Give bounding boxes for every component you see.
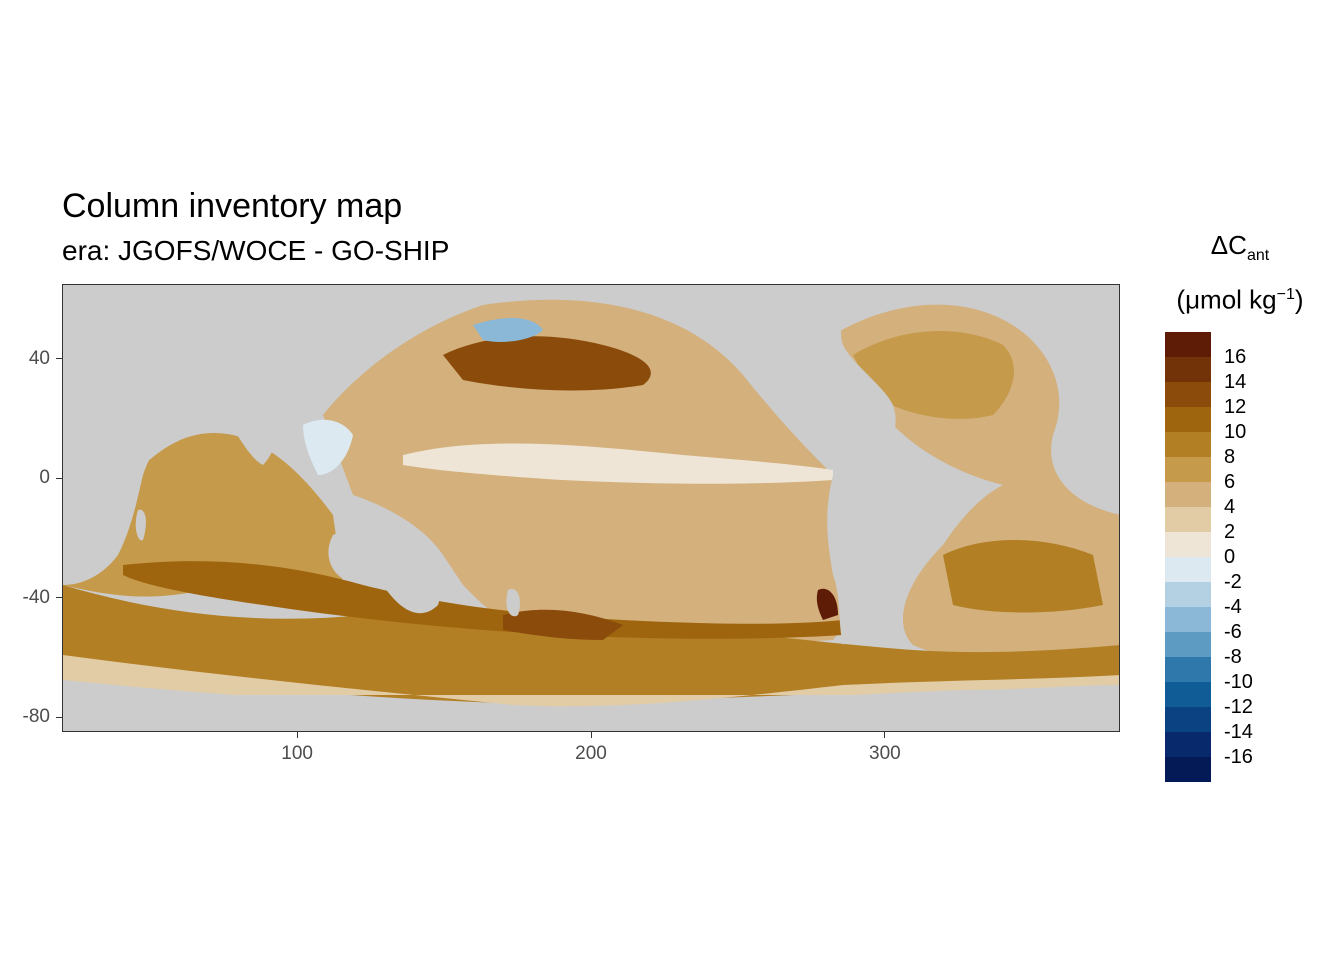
legend-swatch (1165, 507, 1211, 532)
legend-unit-sup: −1 (1276, 286, 1295, 303)
chart-title: Column inventory map (62, 187, 403, 225)
legend-label: -14 (1224, 721, 1253, 743)
x-tick-label: 200 (575, 743, 607, 764)
legend-title: ΔCant (1150, 230, 1330, 271)
y-tick (56, 358, 62, 360)
legend-swatch (1165, 482, 1211, 507)
legend-swatch (1165, 332, 1211, 357)
map-panel (62, 284, 1120, 732)
ocean-sw-pacific-dark (503, 609, 623, 640)
land-layer (63, 285, 1119, 731)
chart-subtitle: era: JGOFS/WOCE - GO-SHIP (62, 235, 450, 266)
y-tick-label: 0 (39, 467, 50, 489)
land-antarctica (63, 680, 1119, 731)
land-south-america (827, 466, 948, 645)
land-europe (1003, 285, 1119, 505)
legend-label: 12 (1224, 396, 1247, 418)
land-asia (173, 285, 493, 465)
legend-swatch (1165, 732, 1211, 757)
legend-title-sub: ant (1246, 247, 1270, 265)
map-svg (63, 285, 1119, 731)
legend-label: -12 (1224, 696, 1253, 718)
legend-unit-prefix: (μmol kg (1176, 284, 1277, 315)
ocean-west-pacific-pale (303, 419, 353, 475)
ocean-southern (63, 585, 1119, 705)
ocean-south-atlantic-dark (943, 540, 1103, 613)
y-tick-label: -40 (22, 586, 50, 608)
x-tick (296, 732, 298, 738)
legend-swatch (1165, 607, 1211, 632)
ocean-indian (63, 433, 343, 597)
land-madagascar (135, 509, 146, 541)
legend-unit-suffix: ) (1294, 284, 1304, 315)
ocean-antarctic-margin (63, 655, 1119, 707)
legend-label: 0 (1224, 546, 1236, 568)
land-africa (63, 305, 173, 585)
legend-swatch (1165, 382, 1211, 407)
ocean-southern-core (123, 561, 843, 639)
y-tick (56, 716, 62, 718)
legend-label: 16 (1224, 346, 1247, 368)
legend-title-main: ΔC (1210, 230, 1247, 260)
legend-label: 14 (1224, 371, 1247, 393)
legend-label: -2 (1224, 571, 1242, 593)
legend-swatch (1165, 557, 1211, 582)
legend-swatch (1165, 357, 1211, 382)
land-north-america (623, 285, 913, 465)
legend-colorbar (1165, 332, 1211, 782)
legend-swatch (1165, 757, 1211, 782)
x-tick (884, 732, 886, 738)
legend-swatch (1165, 432, 1211, 457)
legend-swatch (1165, 707, 1211, 732)
ocean-equatorial-band (403, 443, 833, 484)
legend-label: 2 (1224, 521, 1236, 543)
legend-swatch (1165, 657, 1211, 682)
y-tick-label: 40 (28, 347, 50, 369)
legend-swatch (1165, 682, 1211, 707)
ocean-north-pacific-negative (473, 318, 543, 342)
legend-swatch (1165, 407, 1211, 432)
legend-unit: (μmol kg−1) (1150, 280, 1330, 315)
legend-label: -4 (1224, 596, 1242, 618)
ocean-layer (63, 299, 1119, 707)
x-tick (590, 732, 592, 738)
legend-swatch (1165, 457, 1211, 482)
land-australia (328, 523, 443, 614)
y-tick (56, 597, 62, 599)
x-tick-label: 300 (869, 743, 901, 764)
legend-swatch (1165, 632, 1211, 657)
x-tick-label: 100 (281, 743, 313, 764)
legend-label: -10 (1224, 671, 1253, 693)
y-tick-label: -80 (22, 706, 50, 728)
legend-label: -16 (1224, 746, 1253, 768)
legend-label: -6 (1224, 621, 1242, 643)
legend-swatch (1165, 582, 1211, 607)
legend-swatch (1165, 532, 1211, 557)
legend-label: -8 (1224, 646, 1242, 668)
ocean-chile-dark (816, 588, 838, 620)
ocean-north-atlantic (853, 331, 1014, 419)
land-new-zealand (506, 589, 520, 617)
legend-label: 10 (1224, 421, 1247, 443)
y-tick (56, 477, 62, 479)
ocean-north-pacific-band (443, 336, 651, 391)
legend-label: 8 (1224, 446, 1236, 468)
legend-label: 4 (1224, 496, 1236, 518)
legend-label: 6 (1224, 471, 1236, 493)
